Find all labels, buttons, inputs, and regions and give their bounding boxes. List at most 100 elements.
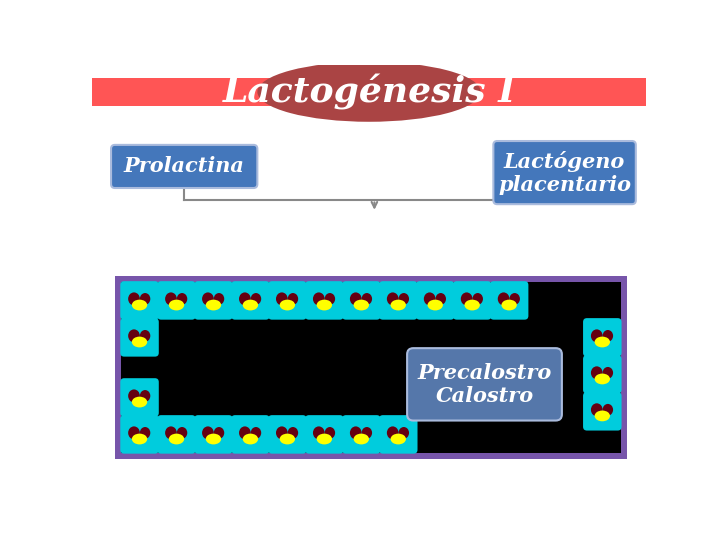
Ellipse shape <box>436 293 446 305</box>
FancyBboxPatch shape <box>157 415 196 454</box>
Ellipse shape <box>428 300 443 310</box>
Ellipse shape <box>317 434 332 444</box>
FancyBboxPatch shape <box>120 415 159 454</box>
Ellipse shape <box>354 434 369 444</box>
FancyBboxPatch shape <box>342 281 381 320</box>
Ellipse shape <box>325 293 335 305</box>
FancyBboxPatch shape <box>268 281 307 320</box>
Ellipse shape <box>177 427 187 438</box>
Ellipse shape <box>165 427 177 440</box>
Ellipse shape <box>132 300 147 310</box>
FancyBboxPatch shape <box>194 281 233 320</box>
Bar <box>115 276 627 459</box>
FancyBboxPatch shape <box>231 415 270 454</box>
Ellipse shape <box>390 434 406 444</box>
Ellipse shape <box>165 293 177 305</box>
Ellipse shape <box>591 329 603 342</box>
Ellipse shape <box>350 427 361 440</box>
Ellipse shape <box>510 293 520 305</box>
FancyBboxPatch shape <box>305 415 343 454</box>
FancyBboxPatch shape <box>268 415 307 454</box>
Text: Lactogénesis I: Lactogénesis I <box>222 74 516 110</box>
Ellipse shape <box>591 366 603 379</box>
FancyBboxPatch shape <box>416 281 454 320</box>
Ellipse shape <box>595 410 610 421</box>
Ellipse shape <box>276 427 288 440</box>
Ellipse shape <box>313 427 325 440</box>
Ellipse shape <box>361 427 372 438</box>
FancyBboxPatch shape <box>583 355 621 394</box>
FancyBboxPatch shape <box>120 378 159 417</box>
Ellipse shape <box>140 427 150 438</box>
Ellipse shape <box>472 293 483 305</box>
Ellipse shape <box>591 403 603 416</box>
Ellipse shape <box>498 293 510 305</box>
Ellipse shape <box>251 427 261 438</box>
Ellipse shape <box>325 427 335 438</box>
FancyBboxPatch shape <box>120 318 159 356</box>
Ellipse shape <box>202 427 214 440</box>
FancyBboxPatch shape <box>583 392 621 430</box>
FancyBboxPatch shape <box>111 145 257 188</box>
Ellipse shape <box>354 300 369 310</box>
Ellipse shape <box>603 404 613 416</box>
Ellipse shape <box>317 300 332 310</box>
Ellipse shape <box>206 434 221 444</box>
Ellipse shape <box>202 293 214 305</box>
Text: Precalostro
Calostro: Precalostro Calostro <box>418 363 552 406</box>
Ellipse shape <box>313 293 325 305</box>
FancyBboxPatch shape <box>407 348 562 421</box>
Text: Lactógeno
placentario: Lactógeno placentario <box>498 151 631 195</box>
Ellipse shape <box>140 293 150 305</box>
FancyBboxPatch shape <box>583 318 621 356</box>
Ellipse shape <box>251 293 261 305</box>
Bar <box>121 282 621 453</box>
Ellipse shape <box>595 374 610 384</box>
Ellipse shape <box>243 434 258 444</box>
Ellipse shape <box>361 293 372 305</box>
FancyBboxPatch shape <box>490 281 528 320</box>
Ellipse shape <box>168 300 184 310</box>
Bar <box>92 78 647 106</box>
FancyBboxPatch shape <box>379 415 418 454</box>
Ellipse shape <box>279 300 295 310</box>
FancyBboxPatch shape <box>342 415 381 454</box>
Ellipse shape <box>603 367 613 379</box>
Ellipse shape <box>279 434 295 444</box>
Ellipse shape <box>128 293 140 305</box>
Ellipse shape <box>132 397 147 408</box>
FancyBboxPatch shape <box>231 281 270 320</box>
Ellipse shape <box>387 427 399 440</box>
Ellipse shape <box>132 336 147 347</box>
Ellipse shape <box>501 300 517 310</box>
Ellipse shape <box>390 300 406 310</box>
Ellipse shape <box>214 293 224 305</box>
Ellipse shape <box>350 293 361 305</box>
Ellipse shape <box>288 427 298 438</box>
Ellipse shape <box>132 434 147 444</box>
FancyBboxPatch shape <box>493 141 636 204</box>
FancyBboxPatch shape <box>379 281 418 320</box>
Ellipse shape <box>206 300 221 310</box>
Ellipse shape <box>128 427 140 440</box>
Ellipse shape <box>214 427 224 438</box>
Ellipse shape <box>239 427 251 440</box>
Ellipse shape <box>140 330 150 342</box>
FancyBboxPatch shape <box>120 281 159 320</box>
Ellipse shape <box>243 300 258 310</box>
FancyBboxPatch shape <box>453 281 492 320</box>
Text: Prolactina: Prolactina <box>124 157 245 177</box>
Ellipse shape <box>461 293 472 305</box>
Ellipse shape <box>424 293 436 305</box>
Ellipse shape <box>128 329 140 342</box>
Ellipse shape <box>603 330 613 342</box>
Ellipse shape <box>387 293 399 305</box>
Ellipse shape <box>399 427 409 438</box>
Ellipse shape <box>399 293 409 305</box>
FancyBboxPatch shape <box>194 415 233 454</box>
Ellipse shape <box>140 390 150 402</box>
Ellipse shape <box>288 293 298 305</box>
Ellipse shape <box>168 434 184 444</box>
Ellipse shape <box>276 293 288 305</box>
Ellipse shape <box>257 62 481 122</box>
